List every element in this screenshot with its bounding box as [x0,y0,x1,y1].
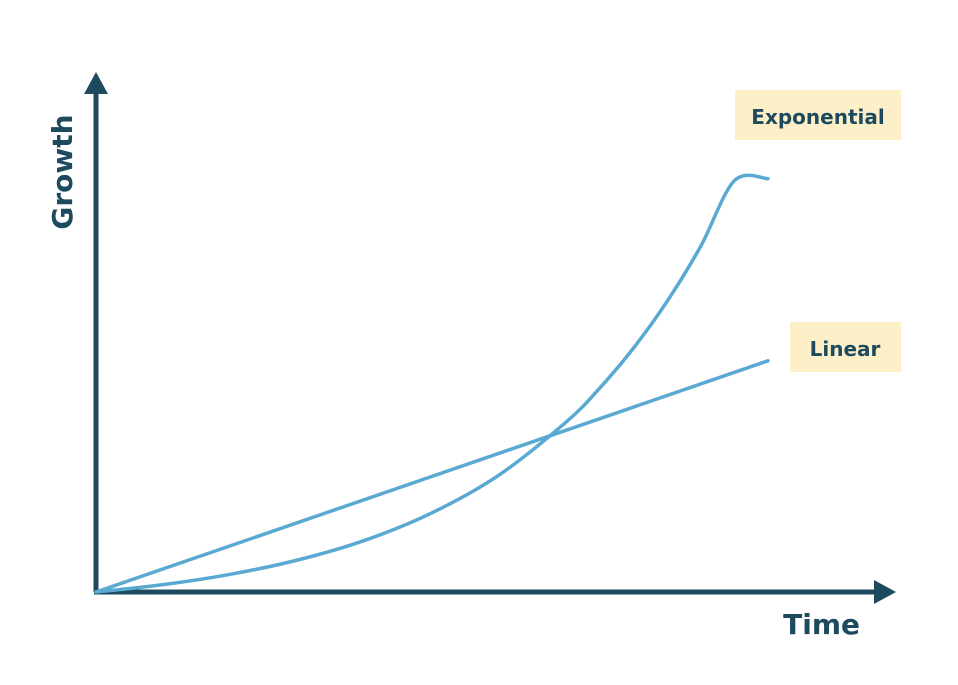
linear-label: Linear [810,337,881,361]
x-axis-title: Time [783,608,860,641]
x-axis-arrow [874,580,896,604]
linear-label-box [790,322,901,372]
label-layer: Exponential Linear [735,90,901,372]
exponential-series-line [94,173,770,594]
series-layer [94,173,770,594]
exponential-label: Exponential [751,105,884,129]
y-axis-title: Growth [46,114,79,229]
y-axis-arrow [84,72,108,94]
linear-series-line [94,359,770,594]
exponential-label-box [735,90,901,140]
